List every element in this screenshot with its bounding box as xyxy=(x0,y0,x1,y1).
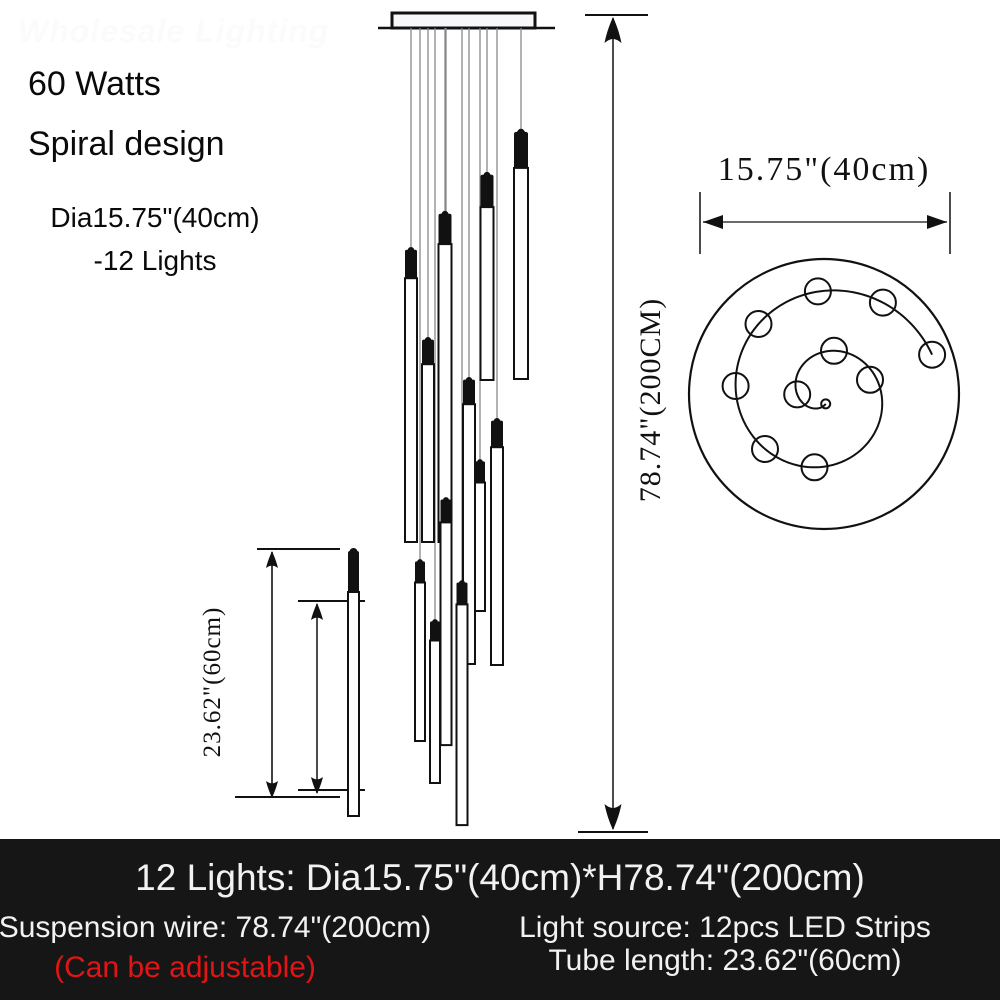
svg-text:15.75"(40cm): 15.75"(40cm) xyxy=(718,151,931,188)
svg-text:78.74"(200CM): 78.74"(200CM) xyxy=(634,298,667,502)
svg-text:23.62"(60cm): 23.62"(60cm) xyxy=(199,607,226,758)
